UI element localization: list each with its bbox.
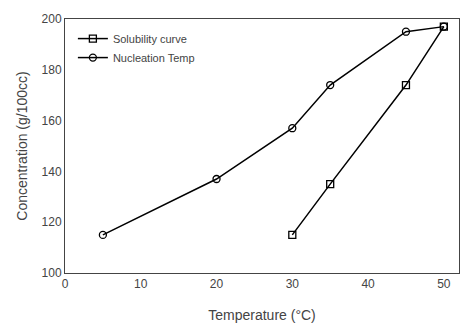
svg-text:140: 140 bbox=[42, 165, 62, 179]
svg-text:120: 120 bbox=[42, 215, 62, 229]
svg-text:30: 30 bbox=[286, 277, 300, 291]
svg-text:10: 10 bbox=[134, 277, 148, 291]
svg-text:100: 100 bbox=[42, 266, 62, 280]
svg-text:Temperature (°C): Temperature (°C) bbox=[208, 307, 316, 323]
svg-text:Solubility curve: Solubility curve bbox=[113, 33, 187, 45]
svg-text:20: 20 bbox=[210, 277, 224, 291]
svg-text:Concentration (g/100cc): Concentration (g/100cc) bbox=[14, 71, 30, 220]
svg-text:200: 200 bbox=[42, 12, 62, 26]
svg-text:160: 160 bbox=[42, 114, 62, 128]
svg-text:40: 40 bbox=[361, 277, 375, 291]
svg-text:180: 180 bbox=[42, 63, 62, 77]
svg-text:0: 0 bbox=[62, 277, 69, 291]
svg-text:Nucleation Temp: Nucleation Temp bbox=[113, 52, 195, 64]
svg-text:50: 50 bbox=[437, 277, 451, 291]
